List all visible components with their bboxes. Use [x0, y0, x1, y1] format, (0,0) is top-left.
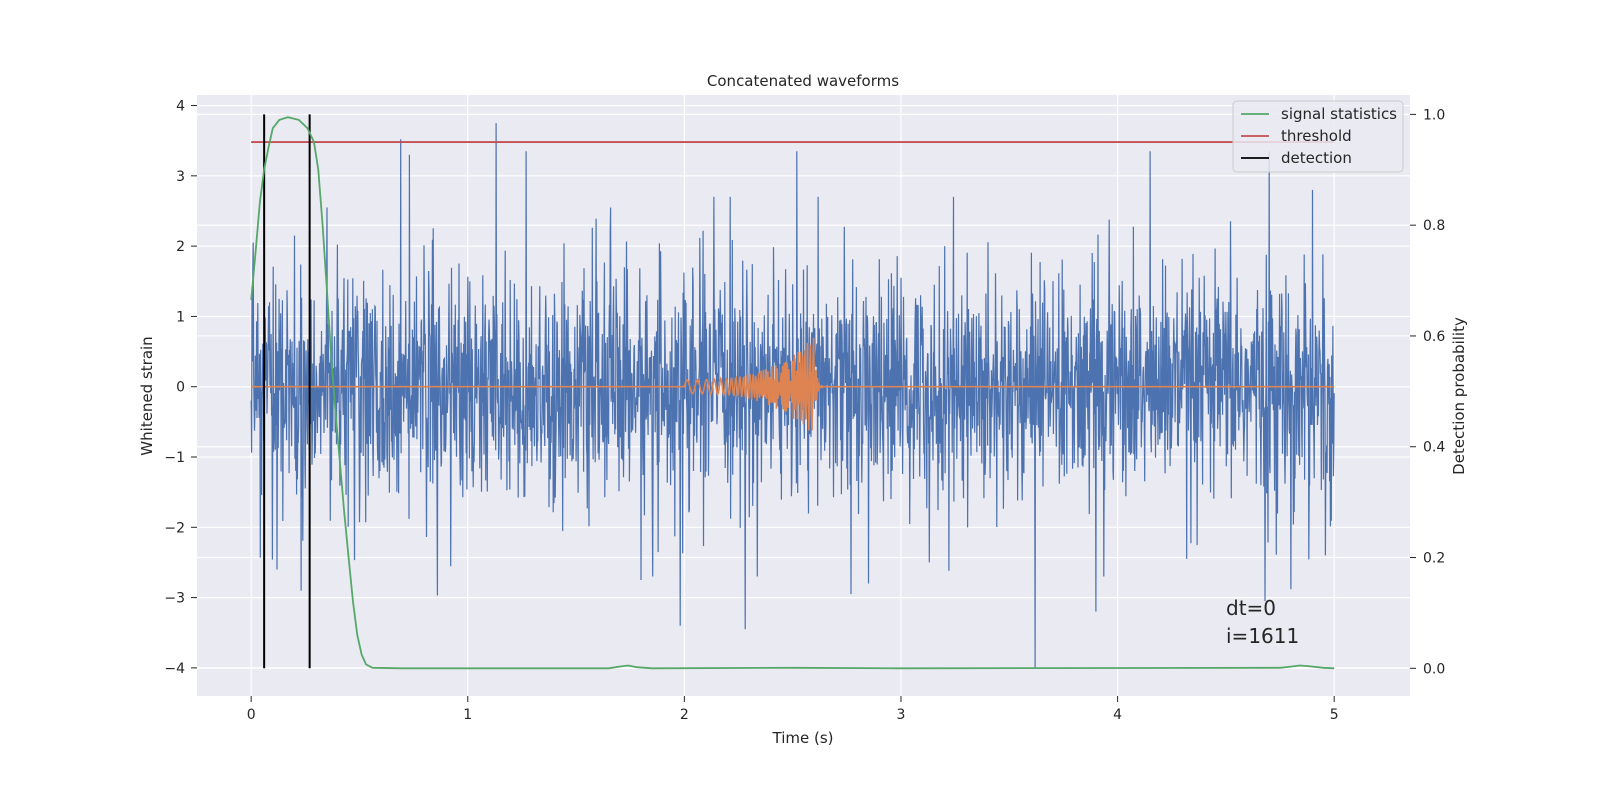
x-tick-label: 5	[1330, 707, 1339, 723]
y2-tick-label: 0.4	[1423, 440, 1445, 456]
y2-tick-label: 0.6	[1423, 329, 1445, 345]
y2-tick-label: 1.0	[1423, 107, 1445, 123]
series-noise-line	[250, 123, 1335, 668]
y2-axis-label: Detection probability	[1450, 317, 1468, 475]
x-tick-label: 4	[1113, 707, 1122, 723]
data-layer	[250, 114, 1335, 670]
y2-tick-label: 0.8	[1423, 218, 1445, 234]
y-axis-label: Whitened strain	[138, 336, 156, 455]
y-tick-label: −1	[164, 450, 185, 466]
x-tick-label: 3	[897, 707, 906, 723]
x-tick-label: 1	[463, 707, 472, 723]
y-tick-label: 1	[176, 309, 185, 325]
y-tick-label: −2	[164, 520, 185, 536]
legend-box	[1232, 100, 1404, 173]
legend-label-threshold: threshold	[1281, 127, 1352, 145]
annotation-dt: dt=0	[1226, 596, 1276, 620]
y-tick-label: 3	[176, 169, 185, 185]
y2-tick-label: 0.0	[1423, 661, 1445, 677]
legend: signal statistics threshold detection	[1232, 100, 1404, 173]
x-tick-label: 0	[247, 707, 256, 723]
axes: 0 1 2 3 4 5 −4 −3 −2 −1 0 1 2 3 4 0.0 0.2 0.4 0.6 0.8 1.0	[164, 99, 1445, 723]
legend-label-signal-statistics: signal statistics	[1281, 105, 1397, 123]
y-tick-label: 2	[176, 239, 185, 255]
y-tick-label: 4	[176, 99, 185, 115]
x-tick-label: 2	[680, 707, 689, 723]
annotation-i: i=1611	[1226, 624, 1299, 648]
y-tick-label: −3	[164, 591, 185, 607]
series-injected-signal-line	[251, 337, 1335, 431]
chart-title: Concatenated waveforms	[707, 72, 899, 90]
y-tick-label: 0	[176, 380, 185, 396]
x-axis-label: Time (s)	[772, 729, 834, 747]
y-tick-label: −4	[164, 661, 185, 677]
y2-tick-label: 0.2	[1423, 551, 1445, 567]
legend-label-detection: detection	[1281, 149, 1352, 167]
series-signal-statistics-line	[250, 116, 1335, 670]
